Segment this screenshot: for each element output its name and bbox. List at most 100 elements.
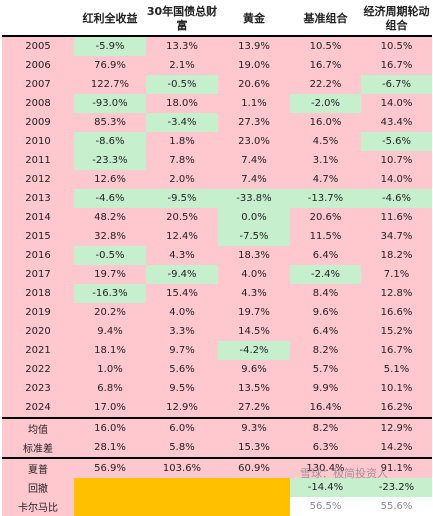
table-cell — [218, 497, 290, 516]
table-cell: 130.4% — [290, 457, 361, 478]
table-cell: 20.6% — [218, 75, 290, 94]
year-row: 2022 1.0% 5.6% 9.6% 5.7% 5.1% — [2, 360, 432, 379]
ratio-row: 夏普 56.9% 103.6% 60.9% 130.4% 91.1% — [2, 457, 432, 478]
table-cell: 16.0% — [290, 113, 361, 132]
table-cell: 0.0% — [218, 208, 290, 227]
table-cell: 9.5% — [146, 379, 218, 398]
table-cell: -16.3% — [74, 284, 146, 303]
row-label: 2016 — [2, 246, 74, 265]
table-cell: 55.6% — [361, 497, 432, 516]
table-cell: 9.7% — [146, 341, 218, 360]
row-label: 2023 — [2, 379, 74, 398]
table-cell — [74, 478, 146, 497]
table-cell: -33.8% — [218, 189, 290, 208]
table-cell: 4.5% — [290, 132, 361, 151]
table-cell: 9.9% — [290, 379, 361, 398]
year-row: 2012 12.6% 2.0% 7.4% 4.7% 14.0% — [2, 170, 432, 189]
table-cell: 8.2% — [290, 341, 361, 360]
table-cell: 12.9% — [361, 417, 432, 438]
row-label: 2019 — [2, 303, 74, 322]
row-label: 2012 — [2, 170, 74, 189]
table-cell: 27.2% — [218, 398, 290, 418]
year-row: 2024 17.0% 12.9% 27.2% 16.4% 16.2% — [2, 398, 432, 418]
table-cell — [146, 497, 218, 516]
table-cell: 6.3% — [290, 438, 361, 458]
table-cell: 5.1% — [361, 360, 432, 379]
row-label: 2008 — [2, 94, 74, 113]
row-label: 2014 — [2, 208, 74, 227]
table-cell: 7.1% — [361, 265, 432, 284]
year-row: 2011 -23.3% 7.8% 7.4% 3.1% 10.7% — [2, 151, 432, 170]
table-cell: -4.6% — [74, 189, 146, 208]
year-row: 2019 20.2% 4.0% 19.7% 9.6% 16.6% — [2, 303, 432, 322]
table-cell: 5.7% — [290, 360, 361, 379]
year-row: 2017 19.7% -9.4% 4.0% -2.4% 7.1% — [2, 265, 432, 284]
table-cell: -2.4% — [290, 265, 361, 284]
table-cell: 1.1% — [218, 94, 290, 113]
table-cell: 7.8% — [146, 151, 218, 170]
table-cell: 9.6% — [290, 303, 361, 322]
stat-row: 均值 16.0% 6.0% 9.3% 8.2% 12.9% — [2, 417, 432, 438]
header-corner — [2, 2, 74, 37]
table-cell: 18.2% — [361, 246, 432, 265]
table-cell: 15.4% — [146, 284, 218, 303]
table-cell: 20.6% — [290, 208, 361, 227]
year-row: 2005 -5.9% 13.3% 13.9% 10.5% 10.5% — [2, 36, 432, 56]
table-cell: 11.6% — [361, 208, 432, 227]
table-cell: 12.6% — [74, 170, 146, 189]
table-cell: 14.5% — [218, 322, 290, 341]
table-cell: 15.2% — [361, 322, 432, 341]
table-cell: -0.5% — [146, 75, 218, 94]
table-cell: 32.8% — [74, 227, 146, 246]
column-header: 30年国债总财富 — [146, 2, 218, 37]
table-cell: 17.0% — [74, 398, 146, 418]
watermark: 雪球：极简投资人 — [300, 467, 388, 480]
table-cell: 16.2% — [361, 398, 432, 418]
table-cell: 7.4% — [218, 170, 290, 189]
table-cell: 4.0% — [146, 303, 218, 322]
stat-row: 标准差 28.1% 5.8% 15.3% 6.3% 14.2% — [2, 438, 432, 458]
table-cell: 6.4% — [290, 246, 361, 265]
year-row: 2007 122.7% -0.5% 20.6% 22.2% -6.7% — [2, 75, 432, 94]
table-cell: 12.9% — [146, 398, 218, 418]
table-cell: 2.0% — [146, 170, 218, 189]
row-label: 均值 — [2, 417, 74, 438]
table-cell: 2.1% — [146, 56, 218, 75]
row-label: 卡尔马比 — [2, 497, 74, 516]
year-row: 2016 -0.5% 4.3% 18.3% 6.4% 18.2% — [2, 246, 432, 265]
table-cell: 9.6% — [218, 360, 290, 379]
year-row: 2021 18.1% 9.7% -4.2% 8.2% 16.7% — [2, 341, 432, 360]
table-cell: 16.0% — [74, 417, 146, 438]
table-cell: 15.3% — [218, 438, 290, 458]
year-row: 2006 76.9% 2.1% 19.0% 16.7% 16.7% — [2, 56, 432, 75]
table-cell: 5.8% — [146, 438, 218, 458]
year-row: 2013 -4.6% -9.5% -33.8% -13.7% -4.6% — [2, 189, 432, 208]
row-label: 夏普 — [2, 457, 74, 478]
table-cell: 11.5% — [290, 227, 361, 246]
table-cell: 48.2% — [74, 208, 146, 227]
table-cell: 14.0% — [361, 170, 432, 189]
year-row: 2020 9.4% 3.3% 14.5% 6.4% 15.2% — [2, 322, 432, 341]
table-cell — [74, 497, 146, 516]
table-cell: 19.0% — [218, 56, 290, 75]
table-cell: 16.6% — [361, 303, 432, 322]
table-cell: 3.3% — [146, 322, 218, 341]
column-header: 黄金 — [218, 2, 290, 37]
row-label: 2013 — [2, 189, 74, 208]
table-cell: 4.3% — [146, 246, 218, 265]
table-cell: 56.9% — [74, 457, 146, 478]
table-cell: 4.7% — [290, 170, 361, 189]
table-cell: -0.5% — [74, 246, 146, 265]
year-row: 2023 6.8% 9.5% 13.5% 9.9% 10.1% — [2, 379, 432, 398]
table-cell: 16.7% — [361, 341, 432, 360]
table-cell: 3.1% — [290, 151, 361, 170]
row-label: 2011 — [2, 151, 74, 170]
table-cell: 10.5% — [361, 36, 432, 56]
row-label: 2009 — [2, 113, 74, 132]
table-cell: 18.0% — [146, 94, 218, 113]
table-cell: 14.0% — [361, 94, 432, 113]
row-label: 2005 — [2, 36, 74, 56]
row-label: 2024 — [2, 398, 74, 418]
column-header: 基准组合 — [290, 2, 361, 37]
